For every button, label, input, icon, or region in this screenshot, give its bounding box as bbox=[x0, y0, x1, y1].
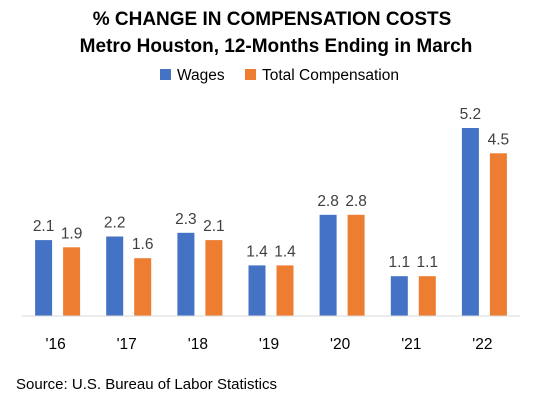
x-tick-label-7: '22 bbox=[472, 336, 492, 353]
legend-label-total-compensation: Total Compensation bbox=[262, 67, 399, 84]
bar-wages-7 bbox=[461, 128, 479, 316]
x-tick-label-6: '21 bbox=[401, 336, 421, 353]
bar-total-compensation-7 bbox=[489, 153, 507, 316]
legend-swatch-wages bbox=[160, 69, 171, 80]
bar-total-compensation-3 bbox=[205, 240, 223, 316]
bar-wages-2 bbox=[106, 236, 124, 316]
data-label-wages-6: 1.1 bbox=[389, 254, 411, 271]
bar-wages-5 bbox=[319, 214, 337, 316]
data-label-total-compensation-1: 1.9 bbox=[61, 225, 83, 242]
bar-total-compensation-6 bbox=[418, 276, 436, 316]
source-note: Source: U.S. Bureau of Labor Statistics bbox=[16, 376, 277, 393]
data-label-wages-7: 5.2 bbox=[460, 106, 482, 123]
bar-wages-3 bbox=[177, 232, 195, 316]
legend-label-wages: Wages bbox=[177, 67, 225, 84]
bar-wages-6 bbox=[390, 276, 408, 316]
data-label-total-compensation-3: 2.1 bbox=[203, 218, 225, 235]
chart-title: % CHANGE IN COMPENSATION COSTS bbox=[93, 9, 452, 30]
data-label-total-compensation-6: 1.1 bbox=[417, 254, 439, 271]
data-label-wages-5: 2.8 bbox=[317, 193, 339, 210]
data-label-total-compensation-5: 2.8 bbox=[345, 193, 367, 210]
x-tick-label-3: '18 bbox=[188, 336, 208, 353]
bars-group bbox=[35, 128, 507, 316]
bar-total-compensation-5 bbox=[347, 214, 365, 316]
legend: Wages Total Compensation bbox=[160, 67, 399, 84]
data-label-wages-4: 1.4 bbox=[246, 243, 268, 260]
data-label-total-compensation-4: 1.4 bbox=[274, 243, 296, 260]
data-label-wages-1: 2.1 bbox=[33, 218, 55, 235]
bar-total-compensation-1 bbox=[63, 247, 81, 316]
bar-total-compensation-2 bbox=[134, 258, 152, 316]
data-label-total-compensation-2: 1.6 bbox=[132, 236, 154, 253]
data-label-total-compensation-7: 4.5 bbox=[488, 131, 510, 148]
bar-total-compensation-4 bbox=[276, 265, 294, 316]
data-labels-group: 2.1 1.9 2.2 1.6 2.3 2.1 1.4 1.4 2.8 2.8 1.1 1.1 5.2 4… bbox=[33, 106, 509, 271]
bar-wages-4 bbox=[248, 265, 266, 316]
x-tick-label-2: '17 bbox=[117, 336, 137, 353]
x-tick-labels-group: '16 '17 '18 '19 '20 '21 '22 bbox=[45, 336, 492, 353]
data-label-wages-3: 2.3 bbox=[175, 211, 197, 228]
chart-subtitle: Metro Houston, 12-Months Ending in March bbox=[80, 36, 473, 57]
x-tick-label-1: '16 bbox=[45, 336, 65, 353]
x-tick-label-4: '19 bbox=[259, 336, 279, 353]
data-label-wages-2: 2.2 bbox=[104, 215, 126, 232]
x-tick-label-5: '20 bbox=[330, 336, 351, 353]
bar-wages-1 bbox=[35, 240, 53, 316]
legend-swatch-total-compensation bbox=[245, 69, 256, 80]
